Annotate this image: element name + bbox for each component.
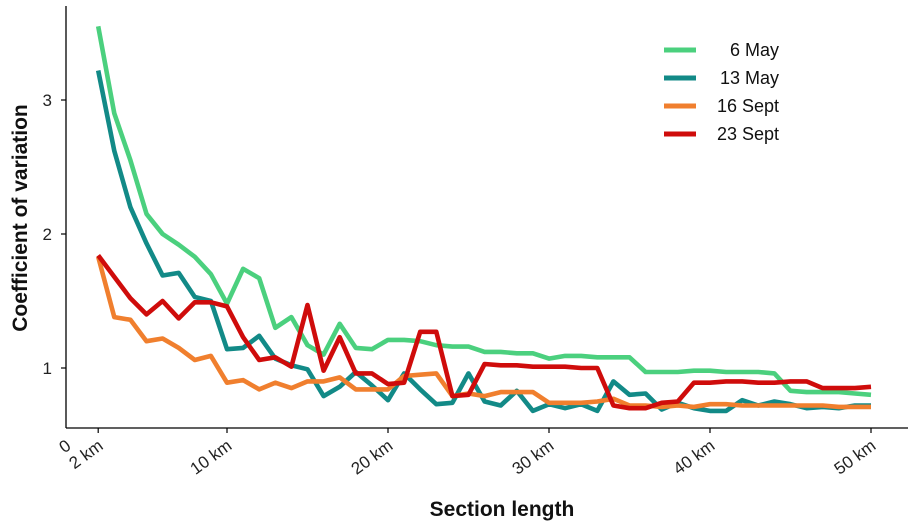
x-tick-label: 10 km — [187, 436, 236, 479]
x-axis-title: Section length — [430, 498, 575, 521]
legend-label: 16 Sept — [717, 96, 779, 116]
series-line-1 — [95, 25, 872, 398]
legend-label: 13 May — [720, 68, 779, 88]
y-tick-label: 1 — [43, 359, 52, 378]
y-tick-label: 3 — [43, 91, 52, 110]
x-tick-label: 2 km — [66, 436, 107, 473]
legend-label: 23 Sept — [717, 124, 779, 144]
y-axis-title: Coefficient of variation — [9, 104, 32, 332]
x-tick-label: 20 km — [348, 436, 397, 479]
y-tick-label: 2 — [43, 225, 52, 244]
legend-label: 6 May — [730, 40, 779, 60]
x-tick-label: 40 km — [670, 436, 719, 479]
x-tick-label: 30 km — [509, 436, 558, 479]
series-line-2 — [95, 70, 871, 414]
axes-layer — [65, 6, 908, 429]
series-line-4 — [96, 254, 872, 411]
legend: 6 May 13 May 16 Sept 23 Sept — [664, 40, 779, 144]
x-tick-label: 50 km — [831, 436, 880, 479]
series-line-3 — [95, 256, 871, 410]
series-layer — [95, 25, 872, 414]
